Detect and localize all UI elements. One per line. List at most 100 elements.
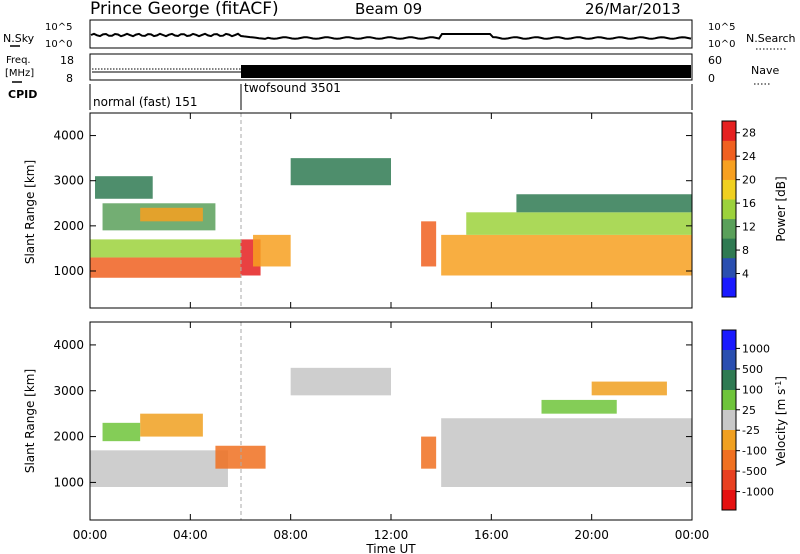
freq-right-tick-bottom: 0 xyxy=(708,72,715,85)
velocity-colorbar-segment xyxy=(722,390,736,411)
data-region-1-7 xyxy=(541,399,617,414)
x-axis: 00:00 04:00 08:00 12:00 16:00 20:00 00:00 xyxy=(73,113,710,542)
noise-panel-frame xyxy=(89,19,693,49)
data-region-0-0 xyxy=(90,257,241,278)
data-region-0-11 xyxy=(516,194,692,213)
freq-block-twofsound xyxy=(241,65,691,78)
y-tick-label: 3000 xyxy=(53,384,84,398)
velocity-colorbar-segment xyxy=(722,370,736,391)
cpid-row: CPID normal (fast) 151 twofsound 3501 xyxy=(8,81,693,110)
velocity-colorbar-segment xyxy=(722,330,736,351)
y-tick-label: 4000 xyxy=(53,338,84,352)
cpid-mode-twofsound: twofsound 3501 xyxy=(244,81,341,95)
power-colorbar-tick-label: 16 xyxy=(742,197,756,210)
nave-label: Nave xyxy=(751,64,779,77)
y-tick-label: 3000 xyxy=(53,174,84,188)
power-colorbar-tick-label: 24 xyxy=(742,150,756,163)
velocity-colorbar-tick-label: -100 xyxy=(742,445,767,458)
velocity-colorbar-frame xyxy=(721,329,737,511)
power-colorbar-tick-label: 8 xyxy=(742,244,749,257)
data-region-1-8 xyxy=(591,381,667,396)
power-colorbar: 4 8 12 16 20 24 28 Power [dB] xyxy=(721,120,788,298)
power-colorbar-ticks: 4 8 12 16 20 24 28 xyxy=(736,127,756,281)
y-tick-label: 2000 xyxy=(53,219,84,233)
power-colorbar-segment xyxy=(722,160,736,180)
velocity-panel: 1000 2000 3000 4000 Slant Range [km] xyxy=(23,321,693,521)
data-region-1-2 xyxy=(102,422,141,442)
power-colorbar-tick-label: 4 xyxy=(742,268,749,281)
power-data-layer xyxy=(90,158,692,278)
data-region-0-4 xyxy=(95,176,153,199)
freq-label-2: [MHz] xyxy=(5,68,34,79)
velocity-colorbar: 1000 500 100 25 -25 -100 -500 -1000 Velocity [m… xyxy=(721,329,789,511)
velocity-colorbar-segment xyxy=(722,350,736,371)
velocity-colorbar-segment xyxy=(722,450,736,471)
velocity-colorbar-segments xyxy=(722,330,736,511)
power-colorbar-tick-label: 20 xyxy=(742,174,756,187)
data-region-1-6 xyxy=(441,418,692,487)
velocity-colorbar-segment xyxy=(722,470,736,491)
freq-left-tick-bottom: 8 xyxy=(66,72,73,85)
velocity-colorbar-tick-label: 1000 xyxy=(742,342,770,355)
x-tick-label: 12:00 xyxy=(374,528,409,542)
x-tick-label: 00:00 xyxy=(675,528,710,542)
velocity-colorbar-ticks: 1000 500 100 25 -25 -100 -500 -1000 xyxy=(736,342,774,499)
data-region-1-4 xyxy=(290,367,391,396)
velocity-colorbar-segment xyxy=(722,430,736,451)
power-colorbar-frame xyxy=(721,120,737,298)
y-tick-label: 2000 xyxy=(53,430,84,444)
data-region-1-5 xyxy=(421,436,437,469)
noise-left-tick-bottom: 10^0 xyxy=(45,39,72,50)
data-region-0-8 xyxy=(421,221,437,267)
x-tick-label: 04:00 xyxy=(173,528,208,542)
noise-sky-line xyxy=(90,32,692,40)
power-colorbar-segment xyxy=(722,121,736,141)
x-tick-label: 16:00 xyxy=(474,528,509,542)
power-colorbar-segment xyxy=(722,238,736,259)
cpid-mode-normal: normal (fast) 151 xyxy=(93,95,197,109)
x-tick-label: 00:00 xyxy=(73,528,108,542)
station-title: Prince George (fitACF) xyxy=(90,0,279,19)
velocity-data-layer xyxy=(90,367,692,487)
cpid-label: CPID xyxy=(8,88,37,101)
data-region-0-1 xyxy=(90,239,241,258)
noise-right-tick-top: 10^5 xyxy=(708,22,735,33)
velocity-colorbar-tick-label: 500 xyxy=(742,363,763,376)
velocity-y-axis-label: Slant Range [km] xyxy=(23,369,37,473)
power-colorbar-segment xyxy=(722,179,736,200)
velocity-colorbar-segment xyxy=(722,410,736,431)
velocity-colorbar-tick-label: 100 xyxy=(742,383,763,396)
freq-left-tick-top: 18 xyxy=(60,54,74,67)
power-colorbar-tick-label: 28 xyxy=(742,127,756,140)
power-colorbar-segment xyxy=(722,218,736,239)
y-tick-label: 1000 xyxy=(53,264,84,278)
power-colorbar-segments xyxy=(722,121,736,298)
beam-label: Beam 09 xyxy=(355,0,422,18)
freq-panel: Freq. [MHz] 18 8 60 0 Nave xyxy=(5,53,779,85)
power-colorbar-label: Power [dB] xyxy=(774,176,788,241)
power-colorbar-segment xyxy=(722,140,736,161)
y-tick-label: 1000 xyxy=(53,475,84,489)
data-region-1-1 xyxy=(140,413,203,437)
data-region-0-10 xyxy=(466,212,692,235)
velocity-colorbar-tick-label: -1000 xyxy=(742,486,774,499)
noise-left-tick-top: 10^5 xyxy=(45,22,72,33)
velocity-colorbar-segment xyxy=(722,490,736,511)
data-region-1-0 xyxy=(90,450,228,487)
power-colorbar-segment xyxy=(722,277,736,298)
data-region-0-9 xyxy=(441,234,692,276)
noise-left-label: N.Sky xyxy=(3,32,35,45)
x-tick-label: 08:00 xyxy=(273,528,308,542)
power-y-axis-label: Slant Range [km] xyxy=(23,160,37,264)
velocity-colorbar-tick-label: -500 xyxy=(742,465,767,478)
velocity-colorbar-tick-label: -25 xyxy=(742,424,760,437)
date-label: 26/Mar/2013 xyxy=(585,0,681,18)
power-colorbar-segment xyxy=(722,257,736,278)
power-colorbar-segment xyxy=(722,199,736,220)
velocity-colorbar-label: Velocity [m s-1] xyxy=(774,376,789,466)
freq-right-tick-top: 60 xyxy=(708,54,722,67)
y-tick-label: 4000 xyxy=(53,129,84,143)
noise-right-tick-bottom: 10^0 xyxy=(708,39,735,50)
x-axis-label: Time UT xyxy=(365,542,416,554)
